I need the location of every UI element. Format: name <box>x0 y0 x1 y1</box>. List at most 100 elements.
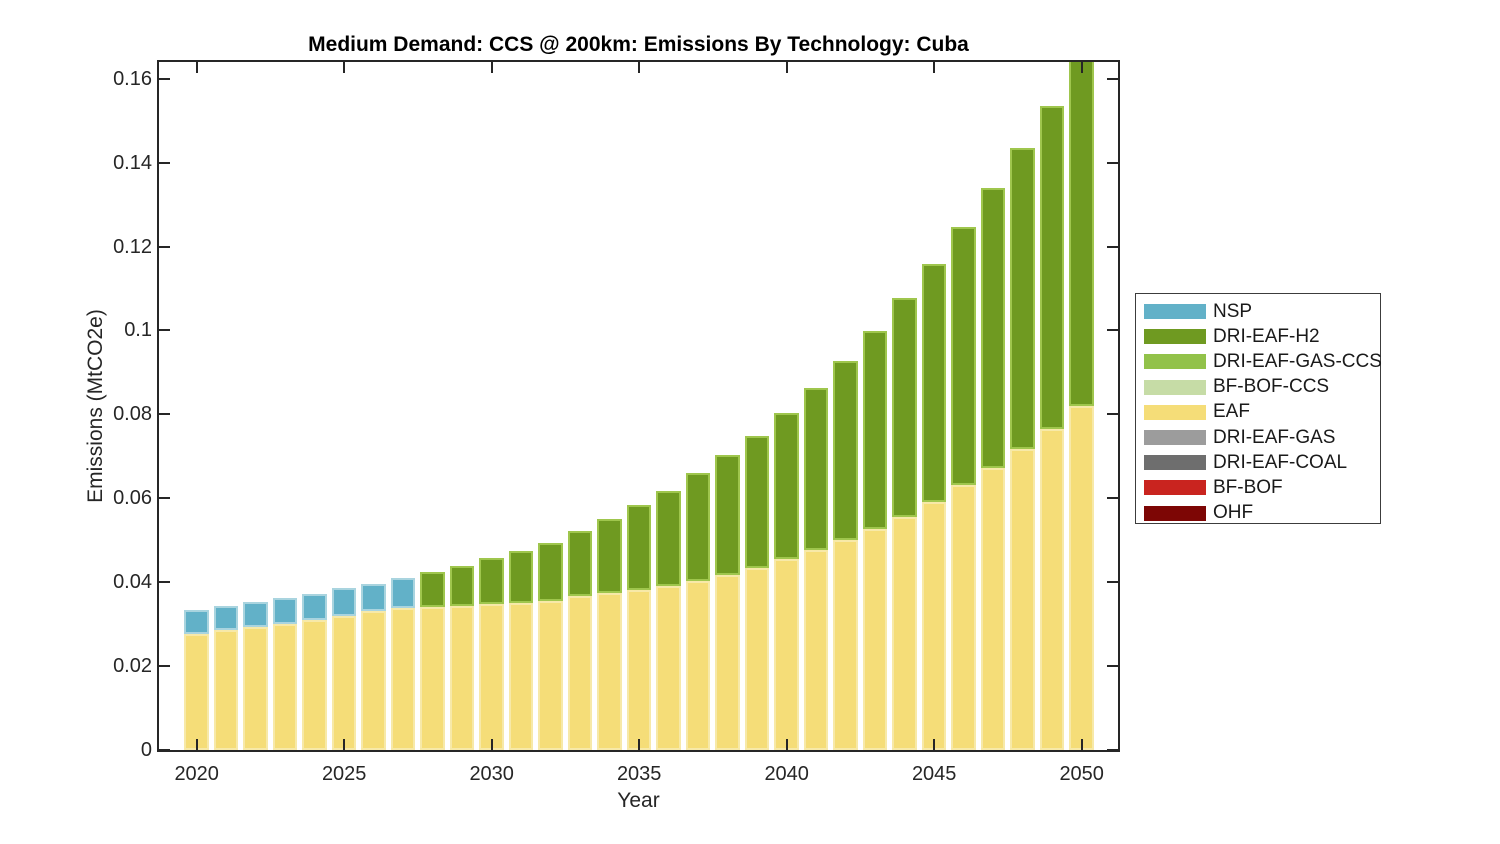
legend-label: BF-BOF <box>1213 476 1283 498</box>
legend-swatch <box>1144 404 1206 420</box>
y-tick <box>159 665 170 668</box>
x-tick <box>785 62 788 73</box>
x-tick-label: 2020 <box>174 763 219 785</box>
bar-segment-eaf-2050 <box>1069 406 1094 750</box>
bar-segment-eaf-2028 <box>420 606 445 750</box>
y-tick <box>1107 749 1118 750</box>
x-tick <box>638 739 641 750</box>
bar-segment-dri-eaf-h2-2045 <box>921 263 947 502</box>
legend-swatch <box>1144 329 1206 345</box>
bar-segment-eaf-2030 <box>479 604 504 750</box>
x-tick <box>195 739 198 750</box>
y-tick-label: 0.12 <box>113 235 152 258</box>
legend-item: EAF <box>1144 400 1380 425</box>
bar-segment-dri-eaf-h2-2033 <box>567 530 593 597</box>
bar-segment-eaf-2026 <box>361 611 386 750</box>
bar-segment-eaf-2041 <box>803 549 829 750</box>
bar-segment-dri-eaf-h2-2031 <box>508 550 534 603</box>
legend-label: EAF <box>1213 401 1250 423</box>
bar-segment-eaf-2046 <box>951 485 976 750</box>
y-tick <box>1107 161 1118 164</box>
chart-title: Medium Demand: CCS @ 200km: Emissions By… <box>308 33 969 56</box>
bar-segment-eaf-2036 <box>656 585 681 750</box>
y-tick-label: 0.04 <box>113 571 152 594</box>
x-tick <box>785 739 788 750</box>
bar-segment-eaf-2047 <box>980 467 1006 750</box>
legend-label: DRI-EAF-GAS <box>1213 426 1336 448</box>
x-tick <box>638 62 641 73</box>
legend-item: DRI-EAF-H2 <box>1144 324 1380 349</box>
legend-swatch <box>1144 505 1206 521</box>
y-tick-label: 0.08 <box>113 403 152 426</box>
bar-segment-nsp-2024 <box>302 594 327 621</box>
bar-segment-eaf-2032 <box>538 601 563 750</box>
bar-segment-eaf-2042 <box>833 540 858 750</box>
y-tick-label: 0.16 <box>113 67 152 90</box>
bar-segment-dri-eaf-h2-2036 <box>656 490 681 586</box>
bar-segment-eaf-2049 <box>1039 429 1065 750</box>
x-tick-label: 2035 <box>616 763 662 785</box>
bar-segment-eaf-2037 <box>685 580 711 750</box>
legend-label: OHF <box>1213 502 1254 524</box>
legend-label: DRI-EAF-COAL <box>1213 451 1348 473</box>
bar-segment-dri-eaf-h2-2034 <box>597 518 622 593</box>
legend-label: NSP <box>1213 300 1253 322</box>
bar-segment-eaf-2025 <box>331 616 357 750</box>
bar-segment-eaf-2021 <box>213 630 239 750</box>
legend-item: DRI-EAF-GAS-CCS <box>1144 349 1382 374</box>
y-tick <box>1107 413 1118 416</box>
bar-segment-dri-eaf-h2-2046 <box>951 226 976 486</box>
bar-segment-nsp-2023 <box>272 598 298 624</box>
bar-segment-dri-eaf-h2-2048 <box>1010 148 1035 450</box>
bar-segment-dri-eaf-h2-2038 <box>715 455 740 576</box>
bar-segment-eaf-2045 <box>921 501 947 750</box>
y-tick-label: 0.06 <box>113 487 152 510</box>
y-tick <box>159 77 170 80</box>
bar-segment-dri-eaf-h2-2039 <box>744 435 770 568</box>
plot-area <box>159 62 1118 750</box>
x-tick-label: 2025 <box>321 763 367 785</box>
bar-segment-eaf-2043 <box>862 529 888 750</box>
legend-item: BF-BOF <box>1144 475 1380 500</box>
bar-segment-nsp-2025 <box>331 588 357 617</box>
bar-segment-eaf-2022 <box>243 627 268 750</box>
x-tick-label: 2040 <box>764 763 809 785</box>
y-tick <box>159 749 170 750</box>
bar-segment-dri-eaf-h2-2040 <box>774 413 799 560</box>
x-axis-label: Year <box>617 789 660 812</box>
legend-swatch <box>1144 430 1206 446</box>
bar-segment-dri-eaf-h2-2047 <box>980 187 1006 468</box>
y-tick <box>159 497 170 500</box>
y-tick <box>1107 581 1118 584</box>
x-tick <box>490 739 493 750</box>
y-tick-label: 0 <box>140 739 152 761</box>
legend-item: OHF <box>1144 501 1380 526</box>
x-tick <box>343 739 346 750</box>
bar-segment-eaf-2031 <box>508 602 534 750</box>
bar-segment-eaf-2024 <box>302 620 327 750</box>
legend: NSP DRI-EAF-H2 DRI-EAF-GAS-CCS BF-BOF-CCS EA… <box>1135 293 1382 526</box>
y-tick <box>159 161 170 164</box>
y-tick <box>159 329 170 332</box>
x-tick <box>933 62 936 73</box>
x-tick <box>195 62 198 73</box>
bar-segment-nsp-2026 <box>361 583 386 612</box>
bar-segment-dri-eaf-h2-2032 <box>538 542 563 602</box>
bar-segment-eaf-2020 <box>184 633 209 750</box>
legend-swatch <box>1144 480 1206 496</box>
bar-segment-eaf-2040 <box>774 559 799 750</box>
bar-segment-dri-eaf-h2-2049 <box>1039 106 1065 430</box>
legend-label: DRI-EAF-H2 <box>1213 325 1320 347</box>
x-tick <box>1080 62 1083 73</box>
bar-segment-dri-eaf-h2-2041 <box>803 387 829 550</box>
legend-swatch <box>1144 304 1206 320</box>
y-tick-label: 0.1 <box>124 319 152 342</box>
y-tick-label: 0.14 <box>113 151 152 174</box>
y-tick <box>1107 77 1118 80</box>
bar-segment-eaf-2034 <box>597 592 622 750</box>
bar-segment-eaf-2035 <box>626 590 652 750</box>
bar-segment-dri-eaf-h2-2042 <box>833 360 858 541</box>
x-tick <box>490 62 493 73</box>
bar-segment-nsp-2027 <box>390 578 416 609</box>
